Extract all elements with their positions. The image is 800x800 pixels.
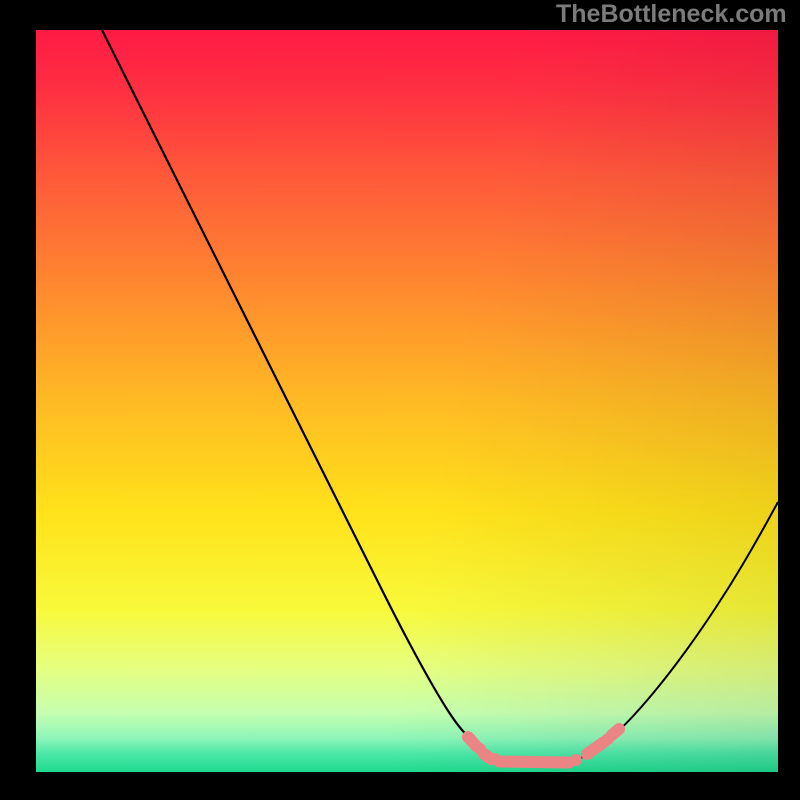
curve-left	[102, 30, 495, 758]
pink-dot-1	[474, 743, 486, 755]
pink-segment-2	[499, 762, 569, 763]
pink-dot-2	[489, 753, 501, 765]
plot-area	[36, 30, 778, 772]
pink-dot-0	[462, 731, 474, 743]
pink-dot-3	[570, 754, 582, 766]
pink-segment-4	[612, 729, 619, 735]
pink-overlay-group	[462, 729, 619, 766]
pink-segment-3	[587, 742, 604, 754]
pink-dot-4	[602, 733, 614, 745]
watermark-text: TheBottleneck.com	[556, 0, 787, 29]
curve-layer	[36, 30, 778, 772]
curve-right	[581, 502, 778, 758]
